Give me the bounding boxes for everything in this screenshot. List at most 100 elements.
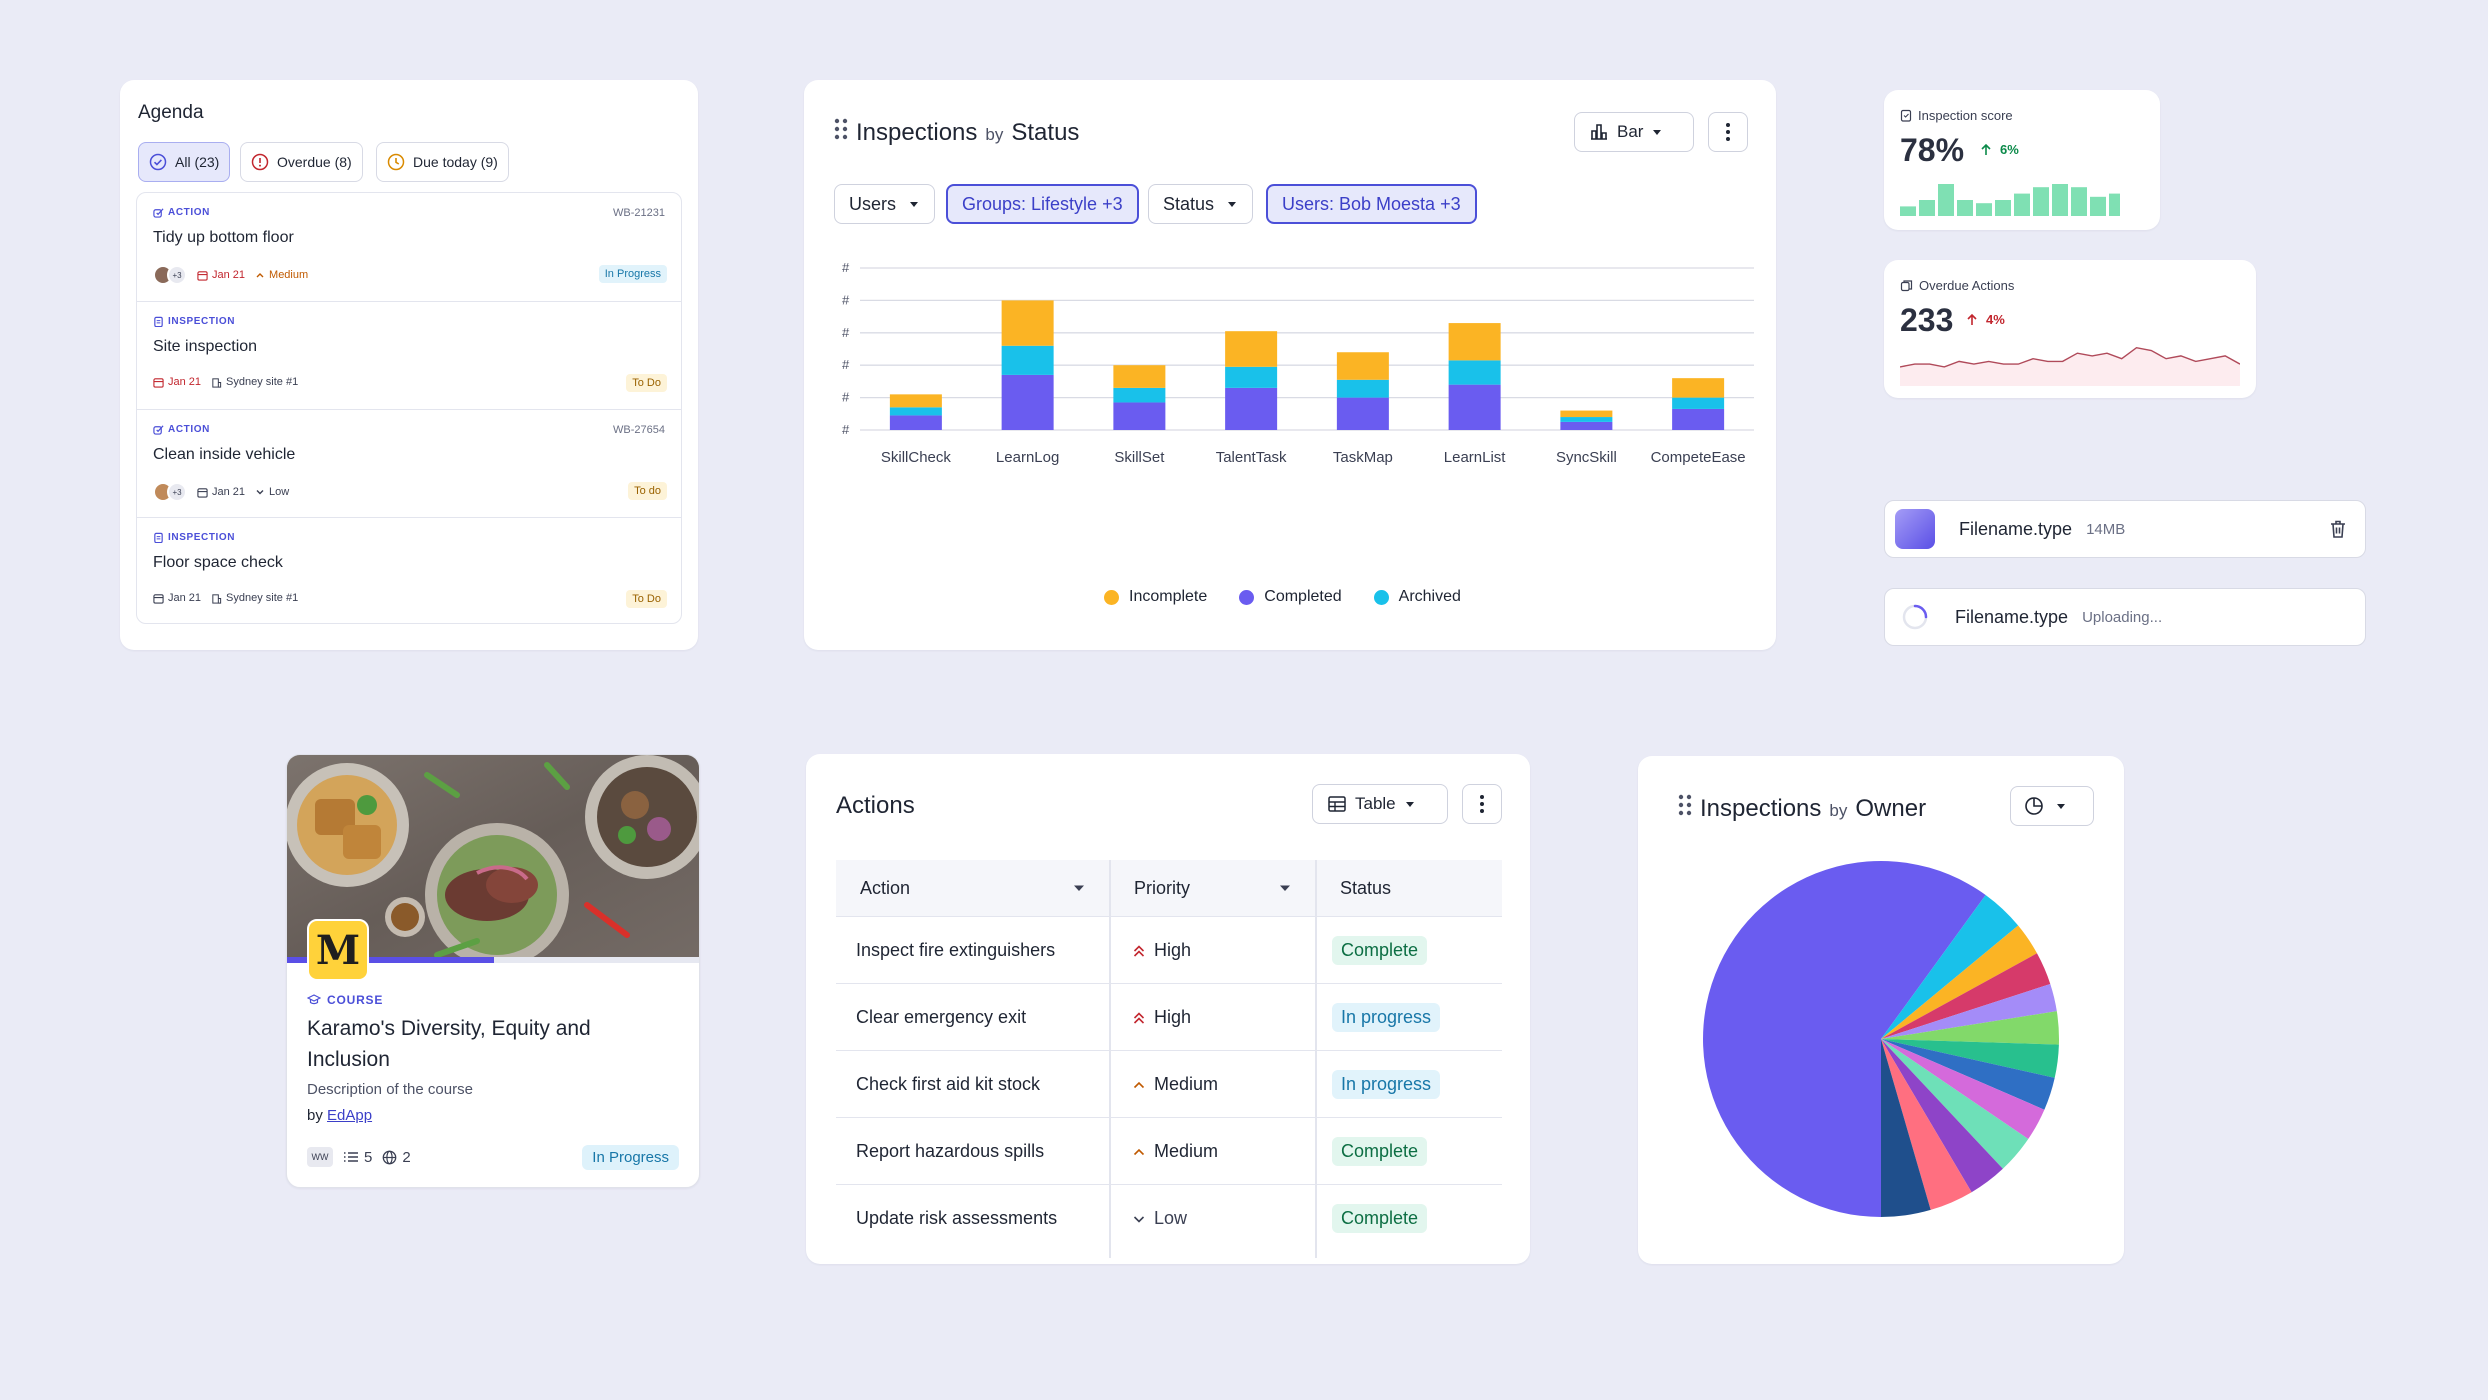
- column-header-action[interactable]: Action: [836, 860, 1110, 916]
- legend-label: Archived: [1398, 588, 1461, 605]
- bar-segment-archived[interactable]: [1225, 366, 1278, 388]
- bar-segment-incomplete[interactable]: [889, 394, 942, 408]
- pie-slice[interactable]: [1881, 1039, 2055, 1110]
- drag-handle-icon[interactable]: [834, 118, 848, 140]
- pie-slice[interactable]: [1881, 894, 2019, 1039]
- bar-segment-archived[interactable]: [889, 407, 942, 416]
- caret-down-icon: [2057, 804, 2065, 809]
- filter-overdue[interactable]: Overdue (8): [240, 142, 363, 182]
- agenda-item-type: INSPECTION: [153, 532, 235, 543]
- legend-item-completed[interactable]: Completed: [1239, 588, 1342, 606]
- bar-segment-completed[interactable]: [1336, 397, 1389, 430]
- course-card[interactable]: M COURSE Karamo's Diversity, Equity and …: [286, 754, 700, 1188]
- table-row[interactable]: Report hazardous spills Medium Complete: [836, 1117, 1502, 1184]
- calendar-icon: [153, 593, 164, 604]
- pie-chart: [1703, 861, 2059, 1217]
- site-label: Sydney site #1: [226, 376, 299, 388]
- pie-slice[interactable]: [1703, 861, 1986, 1217]
- file-item-uploaded[interactable]: Filename.type 14MB: [1884, 500, 2366, 558]
- file-item-uploading[interactable]: Filename.type Uploading...: [1884, 588, 2366, 646]
- bar-segment-archived[interactable]: [1336, 379, 1389, 398]
- pie-slice[interactable]: [1881, 1039, 1931, 1217]
- table-row[interactable]: Clear emergency exit High In progress: [836, 983, 1502, 1050]
- bar-segment-completed[interactable]: [1001, 374, 1054, 430]
- pie-slice[interactable]: [1881, 1039, 2059, 1078]
- bar-segment-completed[interactable]: [1560, 421, 1613, 430]
- bar-segment-incomplete[interactable]: [1225, 331, 1278, 367]
- more-menu-button[interactable]: [1708, 112, 1748, 152]
- pie-slice[interactable]: [1881, 1039, 2029, 1169]
- pie-slice[interactable]: [1881, 925, 2037, 1039]
- priority-label: Medium: [1154, 1074, 1219, 1094]
- score-bar: [1976, 203, 1992, 216]
- pie-slice[interactable]: [1881, 1011, 2059, 1045]
- score-bar: [2033, 187, 2049, 216]
- bar-segment-incomplete[interactable]: [1336, 352, 1389, 380]
- agenda-item[interactable]: ACTION WB-21231 Tidy up bottom floor +3 …: [137, 193, 681, 301]
- pie-slice[interactable]: [1881, 983, 2057, 1039]
- inspection-score-label-row: Inspection score: [1900, 108, 2013, 123]
- filter-users-selected[interactable]: Users: Bob Moesta +3: [1266, 184, 1477, 224]
- pie-slice[interactable]: [1881, 1039, 2003, 1193]
- agenda-item[interactable]: INSPECTION Site inspection Jan 21 Sydney…: [137, 301, 681, 409]
- chart-type-dropdown[interactable]: Bar: [1574, 112, 1694, 152]
- agenda-item[interactable]: ACTION WB-27654 Clean inside vehicle +3 …: [137, 409, 681, 517]
- agenda-item-type-label: INSPECTION: [168, 532, 236, 543]
- bar-segment-archived[interactable]: [1560, 417, 1613, 422]
- bar-segment-incomplete[interactable]: [1448, 323, 1501, 361]
- bar-segment-incomplete[interactable]: [1560, 410, 1613, 418]
- trash-icon[interactable]: [2329, 519, 2347, 539]
- filter-all[interactable]: All (23): [138, 142, 231, 182]
- course-author-link[interactable]: EdApp: [327, 1107, 373, 1124]
- inspection-score-delta-label: 6%: [2000, 142, 2019, 157]
- bar-segment-completed[interactable]: [1448, 384, 1501, 430]
- legend-item-incomplete[interactable]: Incomplete: [1104, 588, 1207, 606]
- overdue-actions-card[interactable]: Overdue Actions 233 4%: [1884, 260, 2256, 398]
- bar-segment-completed[interactable]: [1113, 402, 1166, 430]
- bar-segment-incomplete[interactable]: [1672, 378, 1725, 398]
- table-row[interactable]: Inspect fire extinguishers High Complete: [836, 916, 1502, 983]
- course-description: Description of the course: [307, 1081, 473, 1098]
- legend-item-archived[interactable]: Archived: [1373, 588, 1461, 606]
- column-header-status[interactable]: Status: [1316, 860, 1502, 916]
- bar-segment-completed[interactable]: [1225, 387, 1278, 430]
- caret-down-icon: [1074, 885, 1084, 891]
- column-header-priority[interactable]: Priority: [1110, 860, 1316, 916]
- filter-groups[interactable]: Groups: Lifestyle +3: [946, 184, 1139, 224]
- bar-segment-archived[interactable]: [1001, 345, 1054, 375]
- bar-segment-completed[interactable]: [1672, 408, 1725, 430]
- chevron-up-icon: [256, 273, 264, 278]
- agenda-item-meta: Jan 21 Sydney site #1: [153, 592, 298, 604]
- bar-segment-incomplete[interactable]: [1001, 300, 1054, 346]
- cell-status: In progress: [1332, 1051, 1441, 1118]
- table-row[interactable]: Update risk assessments Low Complete: [836, 1184, 1502, 1251]
- bar-segment-archived[interactable]: [1672, 397, 1725, 409]
- filter-status-label: Status: [1163, 193, 1215, 214]
- table-row[interactable]: Check first aid kit stock Medium In prog…: [836, 1050, 1502, 1117]
- score-bar: [1900, 206, 1916, 216]
- overdue-actions-delta-label: 4%: [1986, 312, 2005, 327]
- bar-segment-completed[interactable]: [889, 415, 942, 430]
- filter-users[interactable]: Users: [834, 184, 936, 224]
- pie-slice[interactable]: [1881, 1039, 1972, 1210]
- pie-slice[interactable]: [1881, 953, 2051, 1039]
- x-tick-label: SyncSkill: [1556, 449, 1617, 466]
- view-type-dropdown[interactable]: Table: [1312, 784, 1448, 824]
- course-title[interactable]: Karamo's Diversity, Equity and Inclusion: [307, 1017, 591, 1071]
- site: Sydney site #1: [211, 376, 298, 388]
- drag-handle-icon[interactable]: [1678, 794, 1692, 816]
- bar-segment-archived[interactable]: [1113, 387, 1166, 403]
- course-lessons-count: 5: [364, 1148, 373, 1166]
- y-tick-label: #: [842, 260, 850, 275]
- filter-status[interactable]: Status: [1148, 184, 1254, 224]
- filter-overdue-label: Overdue (8): [277, 154, 352, 170]
- agenda-item[interactable]: INSPECTION Floor space check Jan 21 Sydn…: [137, 517, 681, 623]
- chart-type-dropdown[interactable]: [2010, 786, 2094, 826]
- bar-segment-archived[interactable]: [1448, 360, 1501, 385]
- more-menu-button[interactable]: [1462, 784, 1502, 824]
- pie-slice[interactable]: [1881, 1039, 2045, 1140]
- inspection-score-card[interactable]: Inspection score 78% 6%: [1884, 90, 2160, 230]
- bar-segment-incomplete[interactable]: [1113, 365, 1166, 388]
- filter-due-today[interactable]: Due today (9): [376, 142, 509, 182]
- clipboard-icon: [1900, 109, 1912, 122]
